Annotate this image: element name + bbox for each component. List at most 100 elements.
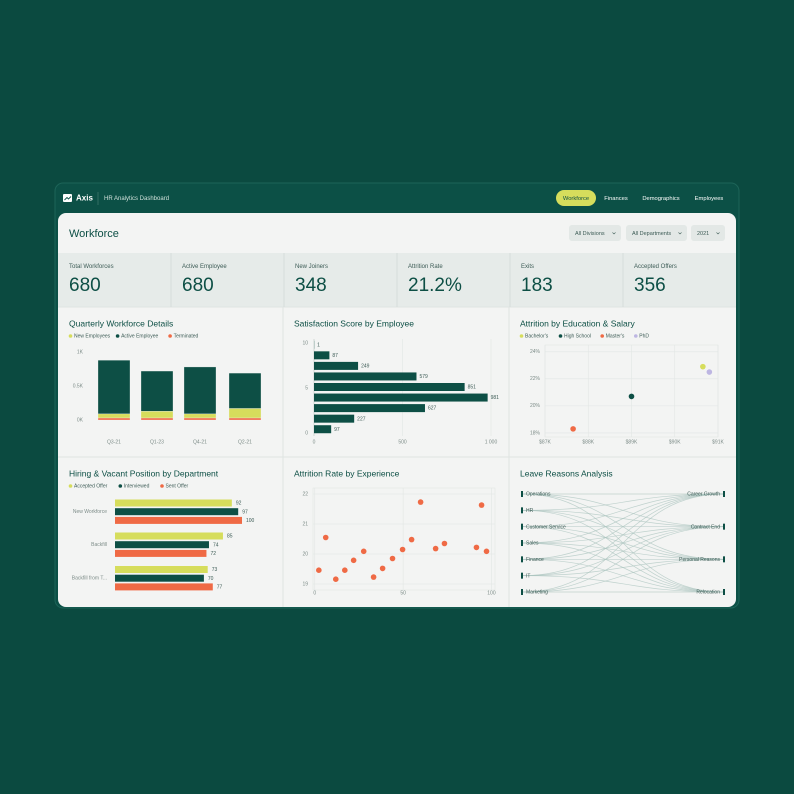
filter-dropdown[interactable] <box>569 225 621 241</box>
value-label: 77 <box>217 585 223 591</box>
y-tick-label: 21 <box>302 521 308 527</box>
point <box>417 499 424 505</box>
nav-tab[interactable]: Workforce <box>563 196 589 202</box>
point <box>570 426 576 432</box>
bar-segment <box>140 417 174 421</box>
bar <box>115 583 213 591</box>
plot-frame <box>312 487 496 591</box>
target-node <box>723 589 725 595</box>
bar-segment <box>228 417 262 421</box>
legend-label: Bachelor's <box>525 334 549 340</box>
x-tick-label: $89K <box>626 439 638 445</box>
bar <box>115 499 232 507</box>
point <box>370 574 377 580</box>
bar <box>115 549 207 557</box>
point <box>441 540 448 547</box>
filter-dropdown[interactable] <box>626 225 687 241</box>
legend-label: Interviewed <box>124 484 150 490</box>
value-label: 70 <box>208 576 214 582</box>
value-label: 87 <box>332 353 338 359</box>
kpi-value: 21.2% <box>408 275 462 296</box>
filter-dropdown[interactable] <box>691 225 725 241</box>
y-tick-label: 0 <box>305 430 308 436</box>
source-label: Sales <box>526 541 539 547</box>
y-tick-label: 1K <box>77 349 84 355</box>
y-tick-label: 19 <box>302 581 308 587</box>
y-tick-label: 22 <box>302 491 308 497</box>
point <box>473 544 480 551</box>
target-node <box>723 523 725 530</box>
value-label: 579 <box>419 374 428 380</box>
point <box>389 555 396 562</box>
legend-swatch <box>600 334 604 338</box>
point <box>360 548 367 555</box>
bar <box>314 425 332 434</box>
x-tick-label: 50 <box>400 590 406 596</box>
bar <box>314 414 355 423</box>
kpi-label: Attrition Rate <box>408 264 443 270</box>
target-label: Contract End <box>691 524 720 530</box>
category-label: Backfill <box>91 542 107 548</box>
point <box>350 557 357 564</box>
subtitle: HR Analytics Dashboard <box>104 196 169 202</box>
value-label: 227 <box>357 416 366 422</box>
point <box>408 536 415 543</box>
source-label: HR <box>526 508 534 514</box>
kpi-value: 183 <box>521 275 553 296</box>
nav-tab[interactable]: Employees <box>695 196 724 202</box>
point <box>399 546 406 553</box>
target-label: Relocation <box>696 590 720 596</box>
nav-tab[interactable]: Finances <box>604 196 628 202</box>
target-node <box>723 556 725 563</box>
value-label: 851 <box>468 385 477 391</box>
legend-swatch <box>115 334 120 338</box>
point <box>700 363 706 370</box>
legend-swatch <box>558 334 563 338</box>
bar-segment <box>97 360 131 415</box>
chart-title: Attrition Rate by Experience <box>294 468 400 478</box>
legend-swatch <box>68 334 73 338</box>
legend-swatch <box>634 334 638 338</box>
x-tick-label: Q1-23 <box>150 439 164 445</box>
category-label: New Workforce <box>73 509 107 515</box>
flow-link <box>521 493 725 593</box>
page-title: Workforce <box>69 228 119 240</box>
bar-segment <box>183 413 217 419</box>
chevron <box>612 232 616 235</box>
y-tick-label: 22% <box>530 376 541 382</box>
flow-link <box>521 493 725 511</box>
chart-title: Quarterly Workforce Details <box>69 318 173 328</box>
bar-segment <box>140 370 174 412</box>
point <box>478 502 485 508</box>
x-tick-label: 0 <box>313 590 316 596</box>
source-node <box>521 572 523 579</box>
y-tick-label: 0.5K <box>73 383 84 389</box>
bar <box>314 393 488 402</box>
bar <box>314 383 465 391</box>
filter-label: 2021 <box>697 231 709 237</box>
bar <box>115 508 239 516</box>
kpi-label: Exits <box>521 264 534 270</box>
value-label: 100 <box>246 518 255 524</box>
x-tick-label: 1 000 <box>485 439 498 445</box>
plot-frame <box>544 344 719 438</box>
bar <box>115 541 209 549</box>
logo: Axis <box>76 194 93 203</box>
flow-link <box>521 558 725 593</box>
bar <box>115 532 223 540</box>
nav-tab[interactable]: Demographics <box>642 196 679 202</box>
y-tick-label: 20% <box>530 403 541 409</box>
filter-label: All Divisions <box>575 231 605 237</box>
point <box>628 393 635 400</box>
value-label: 97 <box>334 427 340 433</box>
bar <box>314 372 417 381</box>
x-tick-label: 500 <box>398 439 407 445</box>
legend-label: New Employees <box>74 334 111 340</box>
source-node <box>521 491 523 497</box>
source-node <box>521 556 523 563</box>
bar-segment <box>183 366 217 415</box>
bar <box>115 574 204 582</box>
target-label: Personal Reasons <box>679 557 720 563</box>
y-tick-label: 10 <box>302 340 308 346</box>
